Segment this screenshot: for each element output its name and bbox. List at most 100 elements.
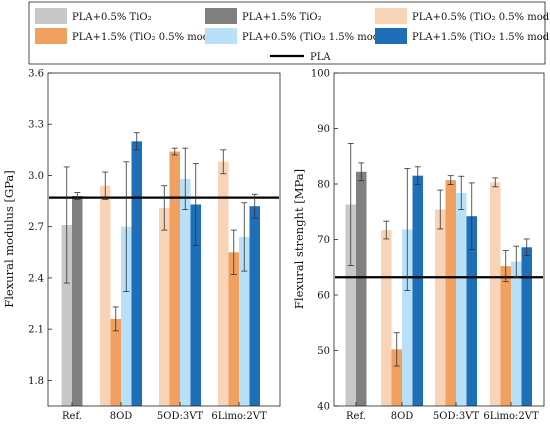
legend-entry-2: PLA+0.5% (TiO₂ 0.5% mod.) (375, 8, 550, 24)
error-bar-modulus-1-1 (112, 306, 119, 332)
error-bar-strength-2-2 (458, 175, 465, 210)
bar-modulus-1-2 (121, 226, 132, 406)
error-bar-modulus-1-2 (123, 161, 130, 292)
legend-swatch-3 (35, 28, 67, 44)
bar-modulus-2-2 (180, 178, 191, 406)
error-bar-strength-3-3 (523, 238, 530, 256)
legend-swatch-0 (35, 8, 67, 24)
error-bar-modulus-2-1 (171, 147, 178, 156)
error-bar-modulus-1-3 (133, 132, 140, 151)
legend-label-1: PLA+1.5% TiO₂ (242, 12, 322, 23)
error-bar-strength-0-1 (358, 162, 365, 182)
y-tick-label-strength-4: 80 (317, 180, 330, 191)
x-tick-label-modulus-3: 6Limo:2VT (211, 411, 267, 422)
bar-strength-3-1 (500, 266, 511, 406)
legend-entry-4: PLA+0.5% (TiO₂ 1.5% mod.) (205, 28, 386, 44)
bar-strength-2-0 (435, 209, 446, 406)
bar-modulus-2-0 (159, 207, 170, 406)
x-tick-label-modulus-0: Ref. (62, 411, 82, 422)
legend-label-0: PLA+0.5% TiO₂ (72, 12, 152, 23)
legend-swatch-5 (375, 28, 407, 44)
legend-entry-5: PLA+1.5% (TiO₂ 1.5% mod.) (375, 28, 550, 44)
bar-strength-2-3 (466, 216, 477, 406)
legend-label-3: PLA+1.5% (TiO₂ 0.5% mod.) (72, 32, 216, 43)
y-axis-title-strength: Flexural strenght [MPa] (292, 169, 306, 309)
bar-modulus-1-1 (110, 318, 121, 406)
error-bar-modulus-2-3 (192, 163, 199, 246)
y-tick-label-strength-3: 70 (317, 235, 330, 246)
y-tick-label-strength-6: 100 (311, 69, 330, 80)
bar-modulus-3-1 (228, 252, 239, 406)
error-bar-strength-2-3 (468, 182, 475, 250)
legend-frame (28, 1, 546, 65)
y-tick-label-strength-2: 60 (317, 291, 330, 302)
y-tick-label-modulus-5: 3.3 (28, 120, 44, 131)
y-tick-label-modulus-6: 3.6 (28, 69, 44, 80)
chart-flexural-modulus: Ref. 8OD 5OD:3VT 6Limo:2VT 1.8 2.1 2.4 2.7 3.0 3.… (2, 69, 281, 422)
bar-modulus-0-1 (72, 195, 83, 406)
bar-strength-1-1 (391, 349, 402, 406)
error-bar-strength-2-1 (447, 175, 454, 185)
error-bar-modulus-3-0 (220, 149, 227, 175)
error-bar-modulus-3-1 (230, 229, 237, 275)
error-bar-modulus-3-2 (241, 202, 248, 272)
error-bar-strength-0-0 (347, 143, 354, 266)
bar-strength-3-0 (490, 182, 501, 406)
legend-swatch-4 (205, 28, 237, 44)
error-bar-strength-1-3 (414, 166, 421, 185)
x-tick-label-strength-1: 8OD (391, 411, 414, 422)
bar-modulus-1-0 (100, 185, 111, 406)
error-bar-strength-2-0 (437, 189, 444, 230)
legend: PLA+0.5% TiO₂ PLA+1.5% TiO₂ PLA+0.5% (Ti… (28, 1, 550, 65)
y-tick-label-modulus-2: 2.4 (28, 273, 44, 284)
legend-swatch-2 (375, 8, 407, 24)
error-bar-modulus-0-0 (63, 166, 70, 284)
error-bar-modulus-0-1 (74, 192, 81, 200)
bar-strength-3-2 (511, 261, 522, 406)
bar-modulus-2-1 (169, 151, 180, 406)
error-bar-modulus-3-3 (251, 193, 258, 219)
bar-modulus-3-2 (239, 236, 250, 406)
y-tick-label-strength-5: 90 (317, 124, 330, 135)
bar-modulus-1-3 (131, 141, 142, 407)
error-bar-strength-3-0 (492, 177, 499, 188)
plot-frame-modulus (47, 72, 281, 407)
bar-modulus-3-0 (218, 161, 229, 406)
bar-strength-0-1 (356, 171, 367, 406)
x-tick-label-strength-3: 6Limo:2VT (483, 411, 539, 422)
bar-strength-0-0 (345, 204, 356, 406)
bar-modulus-0-0 (61, 224, 72, 406)
x-tick-label-modulus-1: 8OD (110, 411, 133, 422)
y-tick-label-strength-1: 50 (317, 346, 330, 357)
chart-flexural-strength: Ref. 8OD 5OD:3VT 6Limo:2VT 40 50 60 70 80 90 100 F… (292, 69, 545, 422)
x-tick-label-modulus-2: 5OD:3VT (157, 411, 204, 422)
error-bar-strength-3-2 (513, 245, 520, 278)
bar-strength-1-3 (412, 175, 423, 406)
bar-strength-1-2 (402, 229, 413, 406)
legend-entry-reference: PLA (270, 52, 331, 63)
error-bar-modulus-2-2 (182, 147, 189, 211)
legend-label-5: PLA+1.5% (TiO₂ 1.5% mod.) (412, 32, 550, 43)
bar-strength-3-3 (521, 247, 532, 406)
bar-strength-2-2 (456, 192, 467, 406)
x-tick-label-strength-0: Ref. (346, 411, 366, 422)
legend-entry-0: PLA+0.5% TiO₂ (35, 8, 152, 24)
error-bar-modulus-1-0 (102, 171, 109, 200)
bar-modulus-2-3 (190, 204, 201, 406)
legend-entry-1: PLA+1.5% TiO₂ (205, 8, 322, 24)
y-tick-label-modulus-3: 2.7 (28, 222, 44, 233)
legend-label-2: PLA+0.5% (TiO₂ 0.5% mod.) (412, 12, 550, 23)
error-bar-strength-1-0 (383, 220, 390, 240)
y-tick-label-modulus-1: 2.1 (28, 325, 44, 336)
bar-strength-2-1 (445, 180, 456, 406)
error-bar-modulus-2-0 (161, 185, 168, 231)
y-axis-title-modulus: Flexural modulus [GPa] (2, 170, 16, 308)
legend-label-4: PLA+0.5% (TiO₂ 1.5% mod.) (242, 32, 386, 43)
error-bar-strength-1-1 (393, 332, 400, 367)
y-tick-label-strength-0: 40 (317, 402, 330, 413)
legend-swatch-1 (205, 8, 237, 24)
y-tick-label-modulus-4: 3.0 (28, 171, 44, 182)
error-bar-strength-3-1 (502, 250, 509, 283)
y-tick-label-modulus-0: 1.8 (28, 376, 44, 387)
